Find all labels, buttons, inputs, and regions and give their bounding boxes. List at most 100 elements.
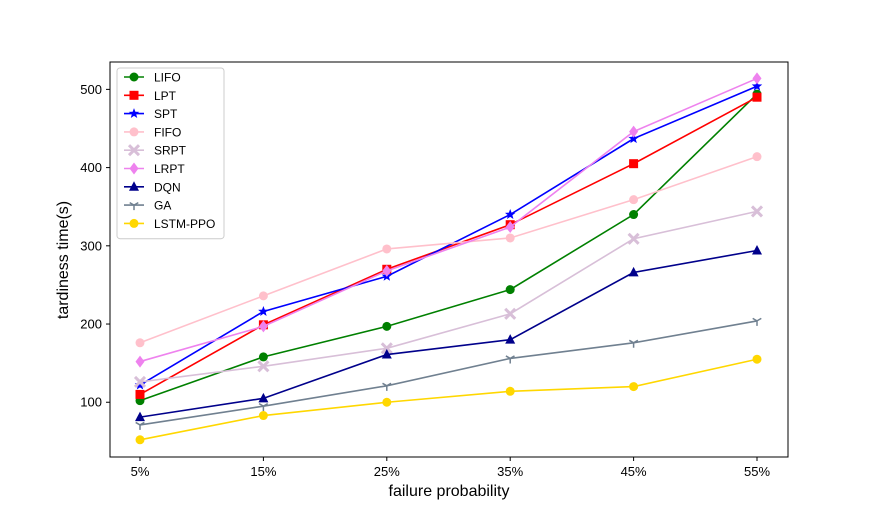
legend-item-lrpt: LRPT xyxy=(124,162,185,176)
data-point-spt xyxy=(134,379,146,390)
data-point-spt xyxy=(751,80,763,91)
legend-label: DQN xyxy=(154,180,181,194)
legend-marker xyxy=(127,144,141,157)
legend-label: LRPT xyxy=(154,162,185,176)
x-tick-label: 55% xyxy=(744,464,770,479)
data-point-dqn xyxy=(505,334,516,344)
legend-label: LPT xyxy=(154,89,177,103)
data-point-fifo xyxy=(135,338,145,348)
y-tick-label: 500 xyxy=(80,82,102,97)
series-srpt xyxy=(133,205,764,388)
data-point-ga xyxy=(505,355,515,364)
legend-marker xyxy=(129,72,139,82)
legend-item-dqn: DQN xyxy=(124,180,181,194)
legend-label: LIFO xyxy=(154,71,181,85)
data-point-spt xyxy=(504,209,516,219)
data-point-lifo xyxy=(382,321,392,331)
legend-item-srpt: SRPT xyxy=(124,144,187,158)
data-point-lifo xyxy=(505,285,515,295)
legend-label: FIFO xyxy=(154,125,181,139)
series-line-ga xyxy=(139,320,758,426)
data-point-ga xyxy=(135,421,145,430)
axes: 5% 15% 25% 35% 45% 55% 100 200 300 400 500 xyxy=(80,82,770,479)
series-fifo xyxy=(135,152,762,348)
data-point-lstm-ppo xyxy=(505,386,515,396)
data-point-srpt xyxy=(504,307,517,320)
legend-marker xyxy=(129,201,139,211)
series-line-srpt xyxy=(139,210,758,383)
x-axis-title: failure probability xyxy=(389,483,510,500)
series-layer xyxy=(133,72,764,445)
series-line-dqn xyxy=(139,249,758,418)
y-tick-label: 400 xyxy=(80,160,102,175)
data-point-fifo xyxy=(752,152,762,162)
data-point-lrpt xyxy=(752,72,762,85)
y-tick-label: 200 xyxy=(80,317,102,332)
data-point-dqn xyxy=(135,411,145,422)
y-tick-label: 100 xyxy=(80,395,102,410)
series-line-lpt xyxy=(139,96,758,396)
series-ga xyxy=(135,317,762,430)
data-point-spt xyxy=(628,133,639,144)
data-point-lstm-ppo xyxy=(382,397,392,407)
legend-item-spt: SPT xyxy=(124,107,178,121)
data-point-lrpt xyxy=(505,221,515,234)
legend-marker xyxy=(129,181,139,191)
legend-marker xyxy=(129,127,139,137)
legend-label: LSTM-PPO xyxy=(154,217,215,231)
data-point-lstm-ppo xyxy=(135,435,145,445)
data-point-srpt xyxy=(627,232,640,245)
data-point-lifo xyxy=(629,210,639,220)
data-point-ga xyxy=(258,403,269,412)
legend-label: GA xyxy=(154,199,171,213)
legend-marker xyxy=(129,90,139,100)
x-tick-label: 25% xyxy=(374,464,400,479)
data-point-fifo xyxy=(382,244,392,254)
data-point-lpt xyxy=(135,389,145,399)
legend-item-lstm-ppo: LSTM-PPO xyxy=(124,217,215,231)
series-line-lrpt xyxy=(139,77,758,363)
legend-box xyxy=(116,67,225,240)
x-tick-label: 15% xyxy=(250,464,276,479)
data-point-lrpt xyxy=(258,320,268,333)
series-lstm-ppo xyxy=(135,354,762,445)
data-point-ga xyxy=(628,339,639,348)
data-point-lpt xyxy=(752,92,762,102)
series-line-lstm-ppo xyxy=(139,358,758,441)
data-point-lrpt xyxy=(629,125,639,138)
data-point-srpt xyxy=(257,360,270,373)
legend-item-lpt: LPT xyxy=(124,89,177,103)
series-line-lifo xyxy=(139,93,758,402)
data-point-dqn xyxy=(258,392,269,403)
data-point-fifo xyxy=(629,195,639,205)
data-point-srpt xyxy=(750,205,764,218)
legend: LIFO LPT SPT FIFO SRPT LRPT DQN GA LSTM-PPO xyxy=(116,67,225,240)
x-tick-label: 5% xyxy=(131,464,150,479)
data-point-srpt xyxy=(380,342,393,355)
data-point-lstm-ppo xyxy=(258,411,268,421)
data-point-lstm-ppo xyxy=(752,354,762,364)
data-point-lpt xyxy=(629,159,639,169)
legend-label: SRPT xyxy=(154,144,187,158)
data-point-ga xyxy=(382,382,392,391)
series-line-fifo xyxy=(139,155,758,344)
x-tick-label: 35% xyxy=(497,464,523,479)
legend-marker xyxy=(129,218,139,228)
legend-marker xyxy=(129,162,139,175)
data-point-srpt xyxy=(133,375,147,388)
data-point-lifo xyxy=(258,352,268,362)
legend-label: SPT xyxy=(154,107,178,121)
legend-marker xyxy=(128,108,140,119)
legend-item-lifo: LIFO xyxy=(124,71,181,85)
series-dqn xyxy=(135,245,762,422)
data-point-lstm-ppo xyxy=(629,382,639,392)
data-point-ga xyxy=(752,317,762,326)
series-lrpt xyxy=(135,72,762,368)
data-point-fifo xyxy=(258,291,268,301)
data-point-spt xyxy=(258,306,269,316)
legend-item-ga: GA xyxy=(124,199,171,213)
series-line-spt xyxy=(139,85,758,386)
y-tick-label: 300 xyxy=(80,238,102,253)
data-point-dqn xyxy=(628,266,639,277)
